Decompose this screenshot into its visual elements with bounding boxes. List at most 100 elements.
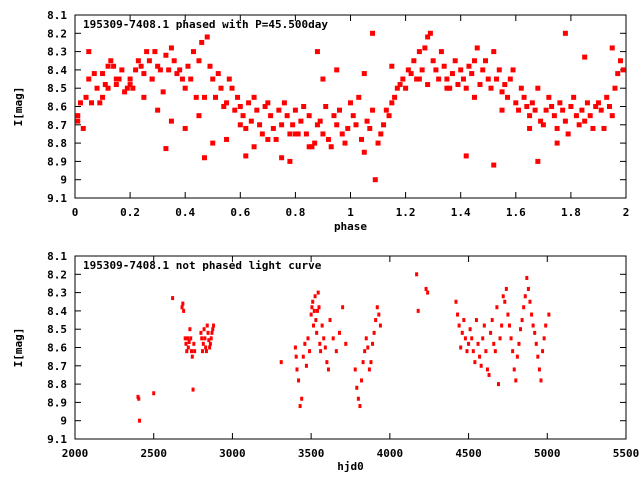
panel2-data-point	[185, 349, 189, 354]
panel1-ytick-label: 8.6	[47, 101, 67, 114]
panel1-data-point	[257, 122, 263, 128]
panel2-data-point	[188, 327, 192, 332]
panel2-data-point	[301, 354, 305, 359]
panel1-xtick-label: 0.6	[230, 206, 250, 219]
panel1-data-point	[224, 136, 230, 142]
panel1-data-point	[127, 82, 133, 88]
panel1-data-point	[273, 136, 279, 142]
panel2-data-point	[186, 345, 190, 350]
panel1-data-point	[370, 30, 376, 36]
panel1-data-point	[397, 82, 403, 88]
panel2-data-point	[186, 336, 190, 341]
panel1-data-point	[381, 122, 387, 128]
panel2-ytick-label: 8.1	[47, 250, 67, 263]
panel2-data-point	[371, 341, 375, 346]
panel1-data-point	[568, 104, 574, 109]
panel2-data-point	[534, 341, 538, 346]
panel1-xtick-label: 0.2	[120, 206, 140, 219]
panel1-ytick-label: 8.5	[47, 82, 67, 95]
panel1-data-point	[141, 71, 147, 77]
panel1-data-point	[113, 82, 119, 88]
panel1-data-point	[127, 76, 133, 82]
panel1-data-point	[188, 76, 194, 82]
panel1-data-point	[229, 85, 235, 91]
panel1-data-point	[403, 85, 409, 91]
panel2-data-point	[138, 418, 142, 423]
panel2-data-point	[533, 330, 537, 335]
panel1-data-point	[507, 76, 513, 82]
panel2-data-point	[294, 354, 298, 359]
panel1-data-point	[408, 71, 414, 77]
panel1-data-point	[375, 140, 381, 146]
panel1-data-point	[546, 94, 552, 100]
panel2-data-point	[415, 272, 419, 277]
panel2-data-point	[316, 290, 320, 295]
panel1-data-point	[411, 58, 417, 64]
panel1-data-point	[609, 45, 615, 51]
panel1-data-point	[317, 118, 323, 124]
panel2-data-point	[208, 341, 212, 346]
panel1-data-point	[449, 71, 455, 77]
panel1-data-point	[281, 100, 287, 106]
panel2-data-point	[528, 299, 532, 304]
panel1-data-point	[609, 113, 615, 119]
panel2-data-point	[517, 341, 521, 346]
panel2-data-point	[203, 336, 207, 341]
panel2-xtick-label: 5500	[613, 447, 640, 460]
panel1-data-point	[491, 162, 497, 168]
panel1-data-point	[491, 49, 497, 55]
panel1-data-point	[86, 49, 92, 55]
panel2-data-point	[525, 275, 529, 280]
panel1-xtick-label: 1.4	[451, 206, 471, 219]
panel2-data-point	[311, 299, 315, 304]
panel1-data-point	[94, 85, 100, 91]
panel1-data-point	[400, 76, 406, 82]
panel1-data-point	[543, 107, 549, 113]
panel1-data-point	[345, 125, 351, 131]
panel2-data-point	[504, 286, 508, 291]
panel1-data-point	[389, 100, 395, 106]
panel1-data-point	[119, 67, 125, 73]
panel1-data-point	[579, 107, 585, 113]
panel2-data-point	[512, 367, 516, 372]
panel1-data-point	[364, 118, 370, 124]
panel1-data-point	[447, 85, 453, 91]
panel2-data-point	[372, 330, 376, 335]
panel2-data-point	[306, 336, 310, 341]
panel1-data-point	[210, 76, 216, 82]
panel2-data-point	[201, 349, 205, 354]
panel1-data-point	[540, 122, 546, 128]
panel2-data-point	[496, 382, 500, 387]
panel1-data-point	[427, 30, 433, 36]
panel2-data-point	[322, 336, 326, 341]
panel1-data-point	[254, 107, 260, 113]
panel1-data-point	[482, 58, 488, 64]
panel1-data-point	[224, 100, 230, 106]
panel2-xtick-label: 5000	[534, 447, 561, 460]
panel2-ylabel: I[mag]	[12, 328, 25, 368]
panel1-data-point	[392, 94, 398, 100]
panel2-data-point	[476, 341, 480, 346]
panel2-data-point	[495, 305, 499, 310]
panel2-ytick-label: 8.4	[47, 305, 67, 318]
panel2-xtick-label: 4500	[455, 447, 482, 460]
panel1-data-point	[604, 94, 610, 100]
panel1-data-point	[171, 58, 177, 64]
panel2-data-point	[191, 387, 195, 392]
panel2-data-point	[366, 345, 370, 350]
panel1-xtick-label: 0	[72, 206, 79, 219]
panel1-data-point	[138, 63, 144, 69]
panel2-data-point	[356, 396, 360, 401]
panel1-data-point	[334, 67, 340, 73]
panel1-data-point	[471, 58, 477, 64]
panel1-data-point	[298, 118, 304, 124]
panel1-data-point	[372, 177, 378, 183]
panel2-data-point	[454, 299, 458, 304]
panel2-data-point	[298, 404, 302, 409]
panel1-xtick-label: 1.8	[561, 206, 581, 219]
panel1-data-point	[155, 107, 161, 113]
panel2-data-point	[493, 349, 497, 354]
panel1-data-point	[557, 100, 563, 106]
panel1-data-point	[328, 144, 334, 150]
